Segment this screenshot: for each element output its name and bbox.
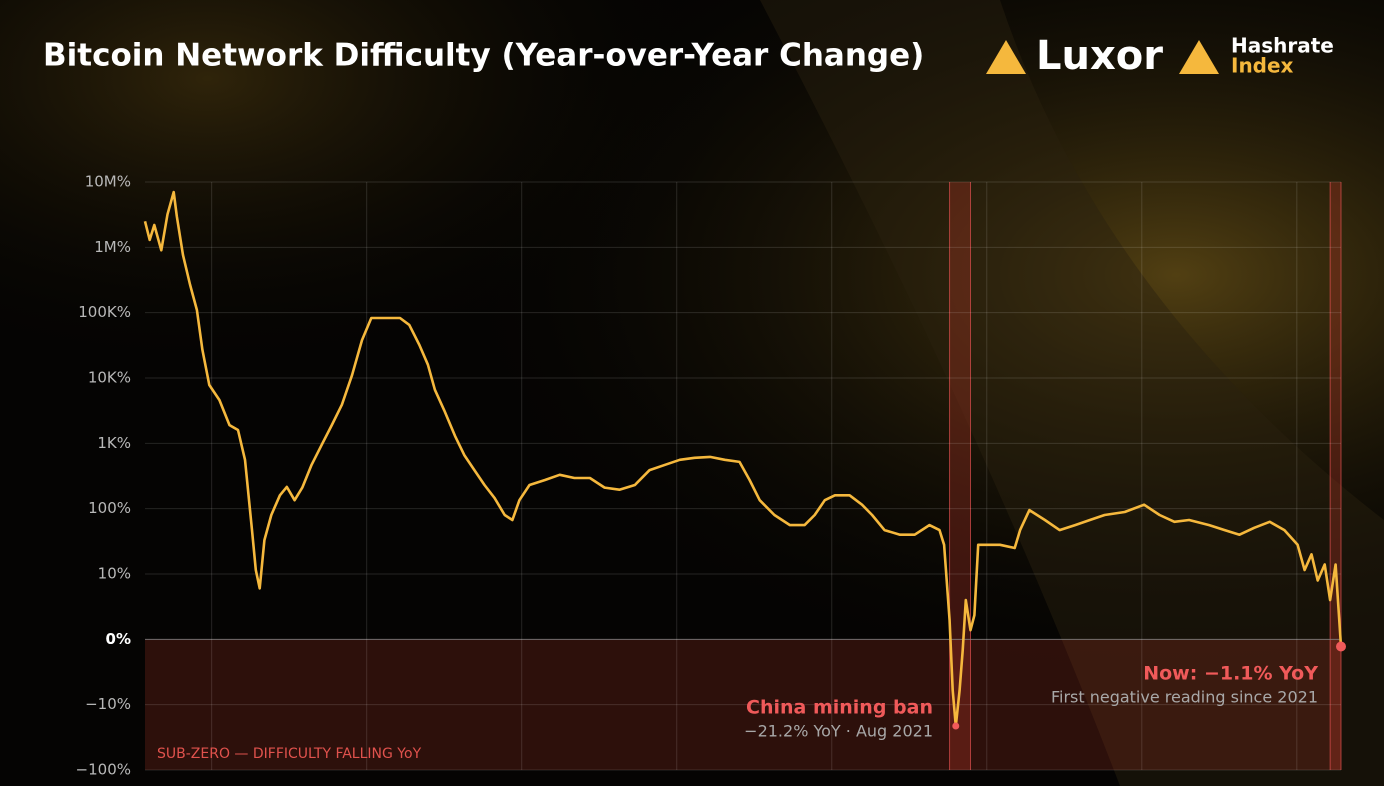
logo-text: Index [1231,54,1294,78]
annotation-text: −21.2% YoY · Aug 2021 [744,722,933,741]
highlight-band [1330,182,1341,770]
y-tick-label: −10% [85,695,131,713]
annotation-title: Now: −1.1% YoY [1143,663,1318,685]
logo-text: Hashrate [1231,34,1334,58]
luxor-logo: Luxor Hashrate Index [986,33,1334,79]
y-tick-label: 10M% [85,173,131,191]
annotation-text: First negative reading since 2021 [1051,688,1318,707]
logo-text: Luxor [1036,33,1163,79]
chart-title: Bitcoin Network Difficulty (Year-over-Ye… [43,38,924,74]
y-tick-label: 1M% [94,238,131,256]
y-tick-label: 10K% [88,369,131,387]
annotation-dot [952,722,960,730]
annotation-title: China mining ban [746,697,933,719]
logo-icon [1179,40,1219,74]
y-tick-label: 1K% [97,434,131,452]
y-tick-label: 0% [106,630,131,648]
logo-icon [986,40,1026,74]
background-shape [760,0,1384,786]
data-line [143,190,1343,728]
sub-zero-zone [145,639,1341,770]
y-tick-label: 100% [88,499,131,517]
annotation-dot [1336,641,1346,652]
y-tick-label: 100K% [78,303,131,321]
y-tick-label: 10% [98,565,131,583]
zone-label: SUB-ZERO — DIFFICULTY FALLING YoY [157,746,422,762]
y-tick-label: −100% [76,761,131,779]
